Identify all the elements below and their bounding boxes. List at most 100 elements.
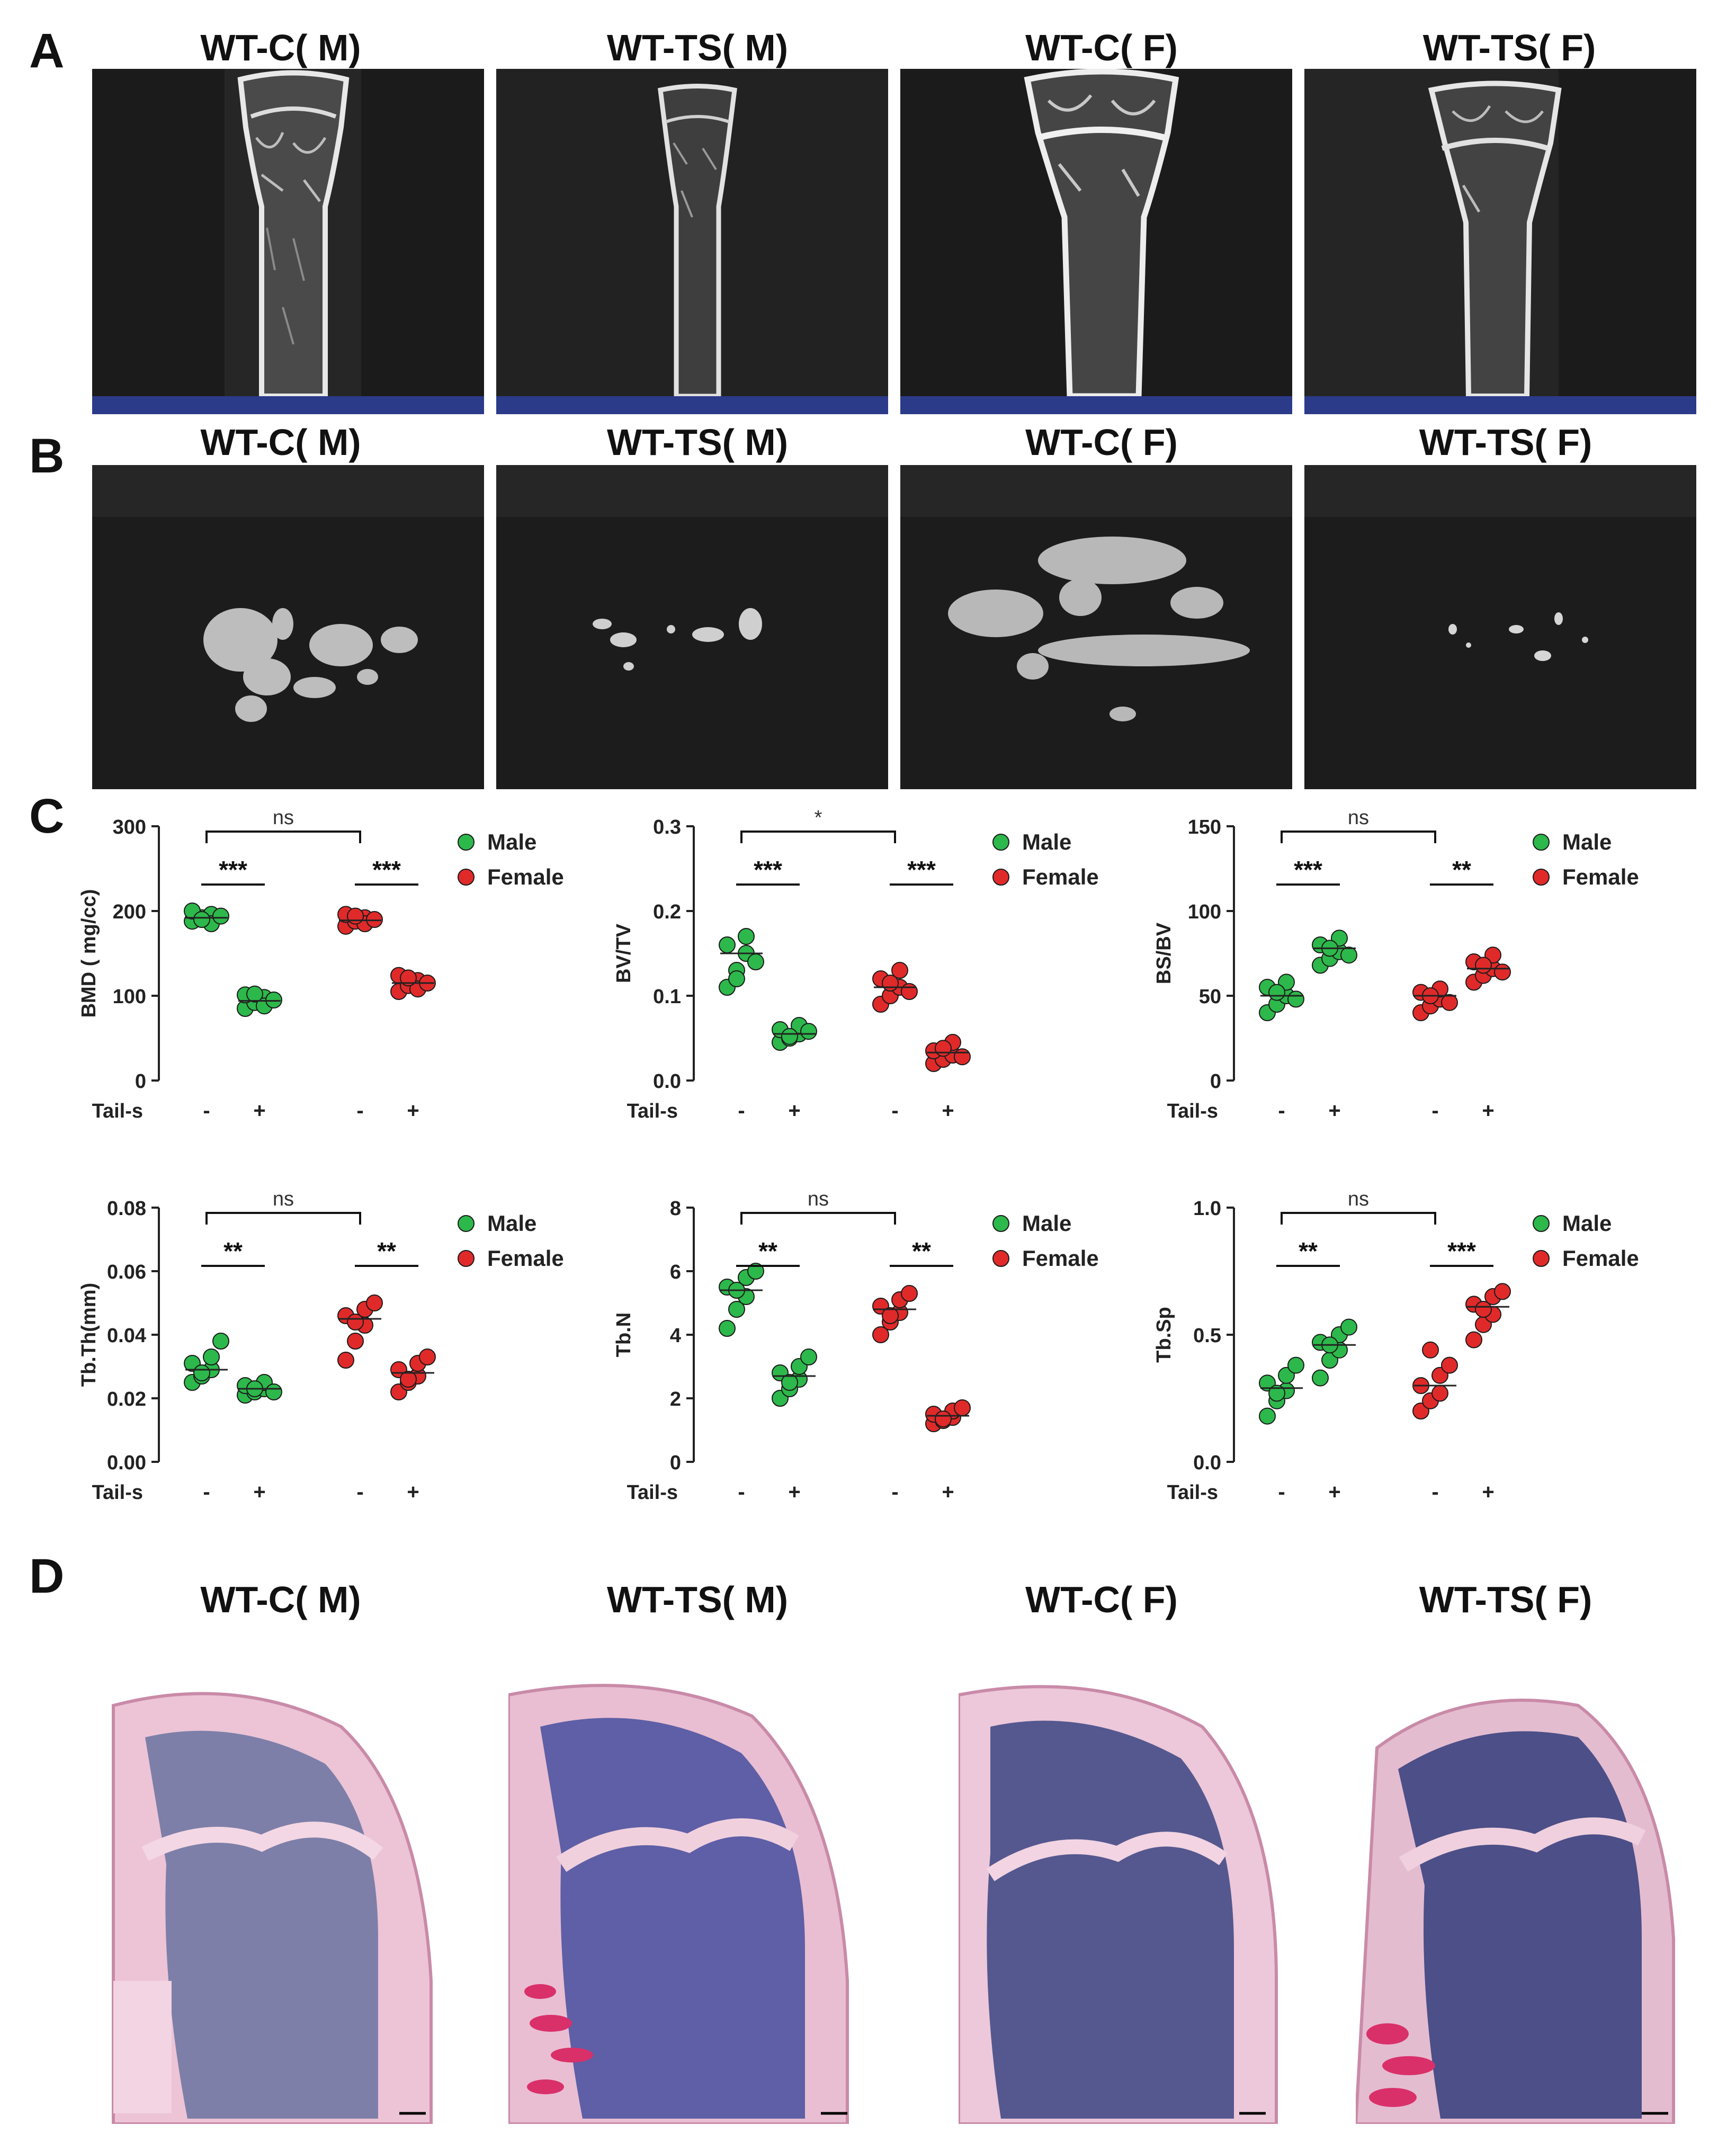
femur-microct-icon <box>225 69 361 399</box>
data-point <box>882 1307 899 1324</box>
data-point <box>366 911 383 928</box>
sig-label-top: * <box>815 807 822 829</box>
data-point <box>1340 1318 1357 1336</box>
data-point <box>728 1301 745 1318</box>
chart-bmd: 0 100 200 300 BMD ( mg/cc) Tail-s - + - + *** *** ns… <box>79 807 564 1122</box>
recon-image-wt-ts-f <box>1304 465 1696 789</box>
trabecular-3d-icon <box>948 537 1250 721</box>
legend-marker <box>1533 869 1550 886</box>
data-point <box>800 1349 817 1365</box>
he-section-wt-c-f <box>959 1663 1297 2124</box>
trabecular-3d-icon <box>203 608 418 722</box>
panel-d-title-1: WT-C( M) <box>200 1579 361 1620</box>
data-point <box>419 1349 436 1365</box>
sig-label-right: ** <box>377 1237 396 1265</box>
panel-a-letter: A <box>29 24 65 78</box>
data-point <box>901 1285 918 1302</box>
data-point <box>719 1320 736 1337</box>
data-point <box>891 962 908 979</box>
x-category-label: - <box>356 1480 363 1504</box>
data-point <box>1475 957 1492 974</box>
panel-d-title-3: WT-C( F) <box>1025 1579 1178 1620</box>
data-point <box>1287 1356 1304 1374</box>
legend-label: Female <box>1022 864 1099 889</box>
y-tick-label: 0 <box>670 1452 681 1474</box>
femur-microct-icon <box>1304 69 1562 399</box>
data-point <box>1268 1385 1285 1402</box>
y-tick-label: 6 <box>670 1261 681 1283</box>
data-point <box>193 911 210 928</box>
panel-d-title-4: WT-TS( F) <box>1419 1579 1592 1620</box>
x-category-label: + <box>1328 1099 1340 1122</box>
y-tick-label: 100 <box>1188 901 1221 923</box>
panel-b-title-2: WT-TS( M) <box>606 422 789 463</box>
x-category-label: + <box>788 1480 800 1504</box>
data-point <box>935 1040 952 1057</box>
microct-image-wt-ts-f <box>1304 69 1696 414</box>
x-category-label: - <box>738 1099 745 1122</box>
data-point <box>1312 1369 1329 1387</box>
bone-section-icon <box>1356 1699 1675 2124</box>
x-category-label: - <box>1278 1099 1285 1122</box>
y-tick-label: 300 <box>113 816 146 838</box>
data-point <box>954 1399 971 1416</box>
y-tick-label: 150 <box>1188 816 1221 838</box>
y-axis-label: BV/TV <box>614 923 635 983</box>
x-category-label: + <box>407 1099 419 1122</box>
data-point <box>212 1333 229 1350</box>
data-point <box>1268 984 1285 1001</box>
microct-image-wt-c-f <box>900 69 1292 414</box>
x-category-label: - <box>891 1099 898 1122</box>
x-category-label: + <box>1328 1480 1340 1504</box>
y-tick-label: 0.0 <box>653 1070 681 1093</box>
data-point <box>212 907 229 925</box>
bone-section-icon <box>959 1685 1278 2124</box>
x-category-label: + <box>253 1480 265 1504</box>
data-point <box>400 969 417 987</box>
data-point <box>1422 1341 1439 1359</box>
panel-b-letter: B <box>29 429 65 483</box>
y-tick-label: 4 <box>670 1325 681 1347</box>
legend-label: Female <box>1022 1246 1099 1271</box>
sig-label-top: ns <box>273 807 294 829</box>
legend-label: Male <box>1022 1211 1071 1236</box>
x-axis-label: Tail-s <box>92 1481 143 1504</box>
y-tick-label: 0.3 <box>653 816 681 838</box>
x-category-label: - <box>1278 1480 1285 1504</box>
y-tick-label: 0.5 <box>1193 1325 1221 1347</box>
femur-microct-icon <box>1024 69 1179 399</box>
legend-marker <box>1533 834 1550 851</box>
y-axis-label: BS/BV <box>1155 922 1175 984</box>
sig-label-left: ** <box>223 1237 243 1265</box>
sig-bracket-top <box>205 831 361 843</box>
data-point <box>1475 1301 1492 1318</box>
data-point <box>747 1263 764 1280</box>
y-tick-label: 0.1 <box>653 986 681 1008</box>
legend-label: Male <box>1562 1211 1612 1236</box>
he-section-wt-ts-m <box>508 1663 879 2124</box>
legend-marker <box>1533 1250 1550 1267</box>
data-point <box>1259 1407 1276 1425</box>
x-category-label: - <box>891 1480 898 1504</box>
chart-tb-th: 0.00 0.02 0.04 0.06 0.08 Tb.Th(mm) Tail-s - + - + *… <box>79 1188 564 1504</box>
data-point <box>1431 1385 1448 1402</box>
data-point <box>954 1048 971 1066</box>
y-tick-label: 0 <box>1210 1070 1221 1093</box>
y-tick-label: 50 <box>1199 986 1221 1008</box>
legend-marker <box>458 1215 475 1232</box>
bone-section-icon <box>112 1692 433 2124</box>
data-point <box>193 1364 210 1381</box>
y-axis-label: Tb.Th(mm) <box>79 1283 100 1387</box>
recon-image-wt-c-m <box>92 465 484 789</box>
data-point <box>901 983 918 1000</box>
panel-b-title-4: WT-TS( F) <box>1419 422 1592 463</box>
legend-label: Male <box>1562 829 1612 854</box>
data-point <box>719 936 736 953</box>
sig-label-top: ns <box>273 1188 294 1210</box>
data-point <box>1441 1356 1458 1374</box>
he-section-wt-ts-f <box>1356 1663 1695 2124</box>
y-tick-label: 8 <box>670 1198 681 1220</box>
data-point <box>781 1374 798 1391</box>
panel-a-title-3: WT-C( F) <box>1025 27 1178 68</box>
